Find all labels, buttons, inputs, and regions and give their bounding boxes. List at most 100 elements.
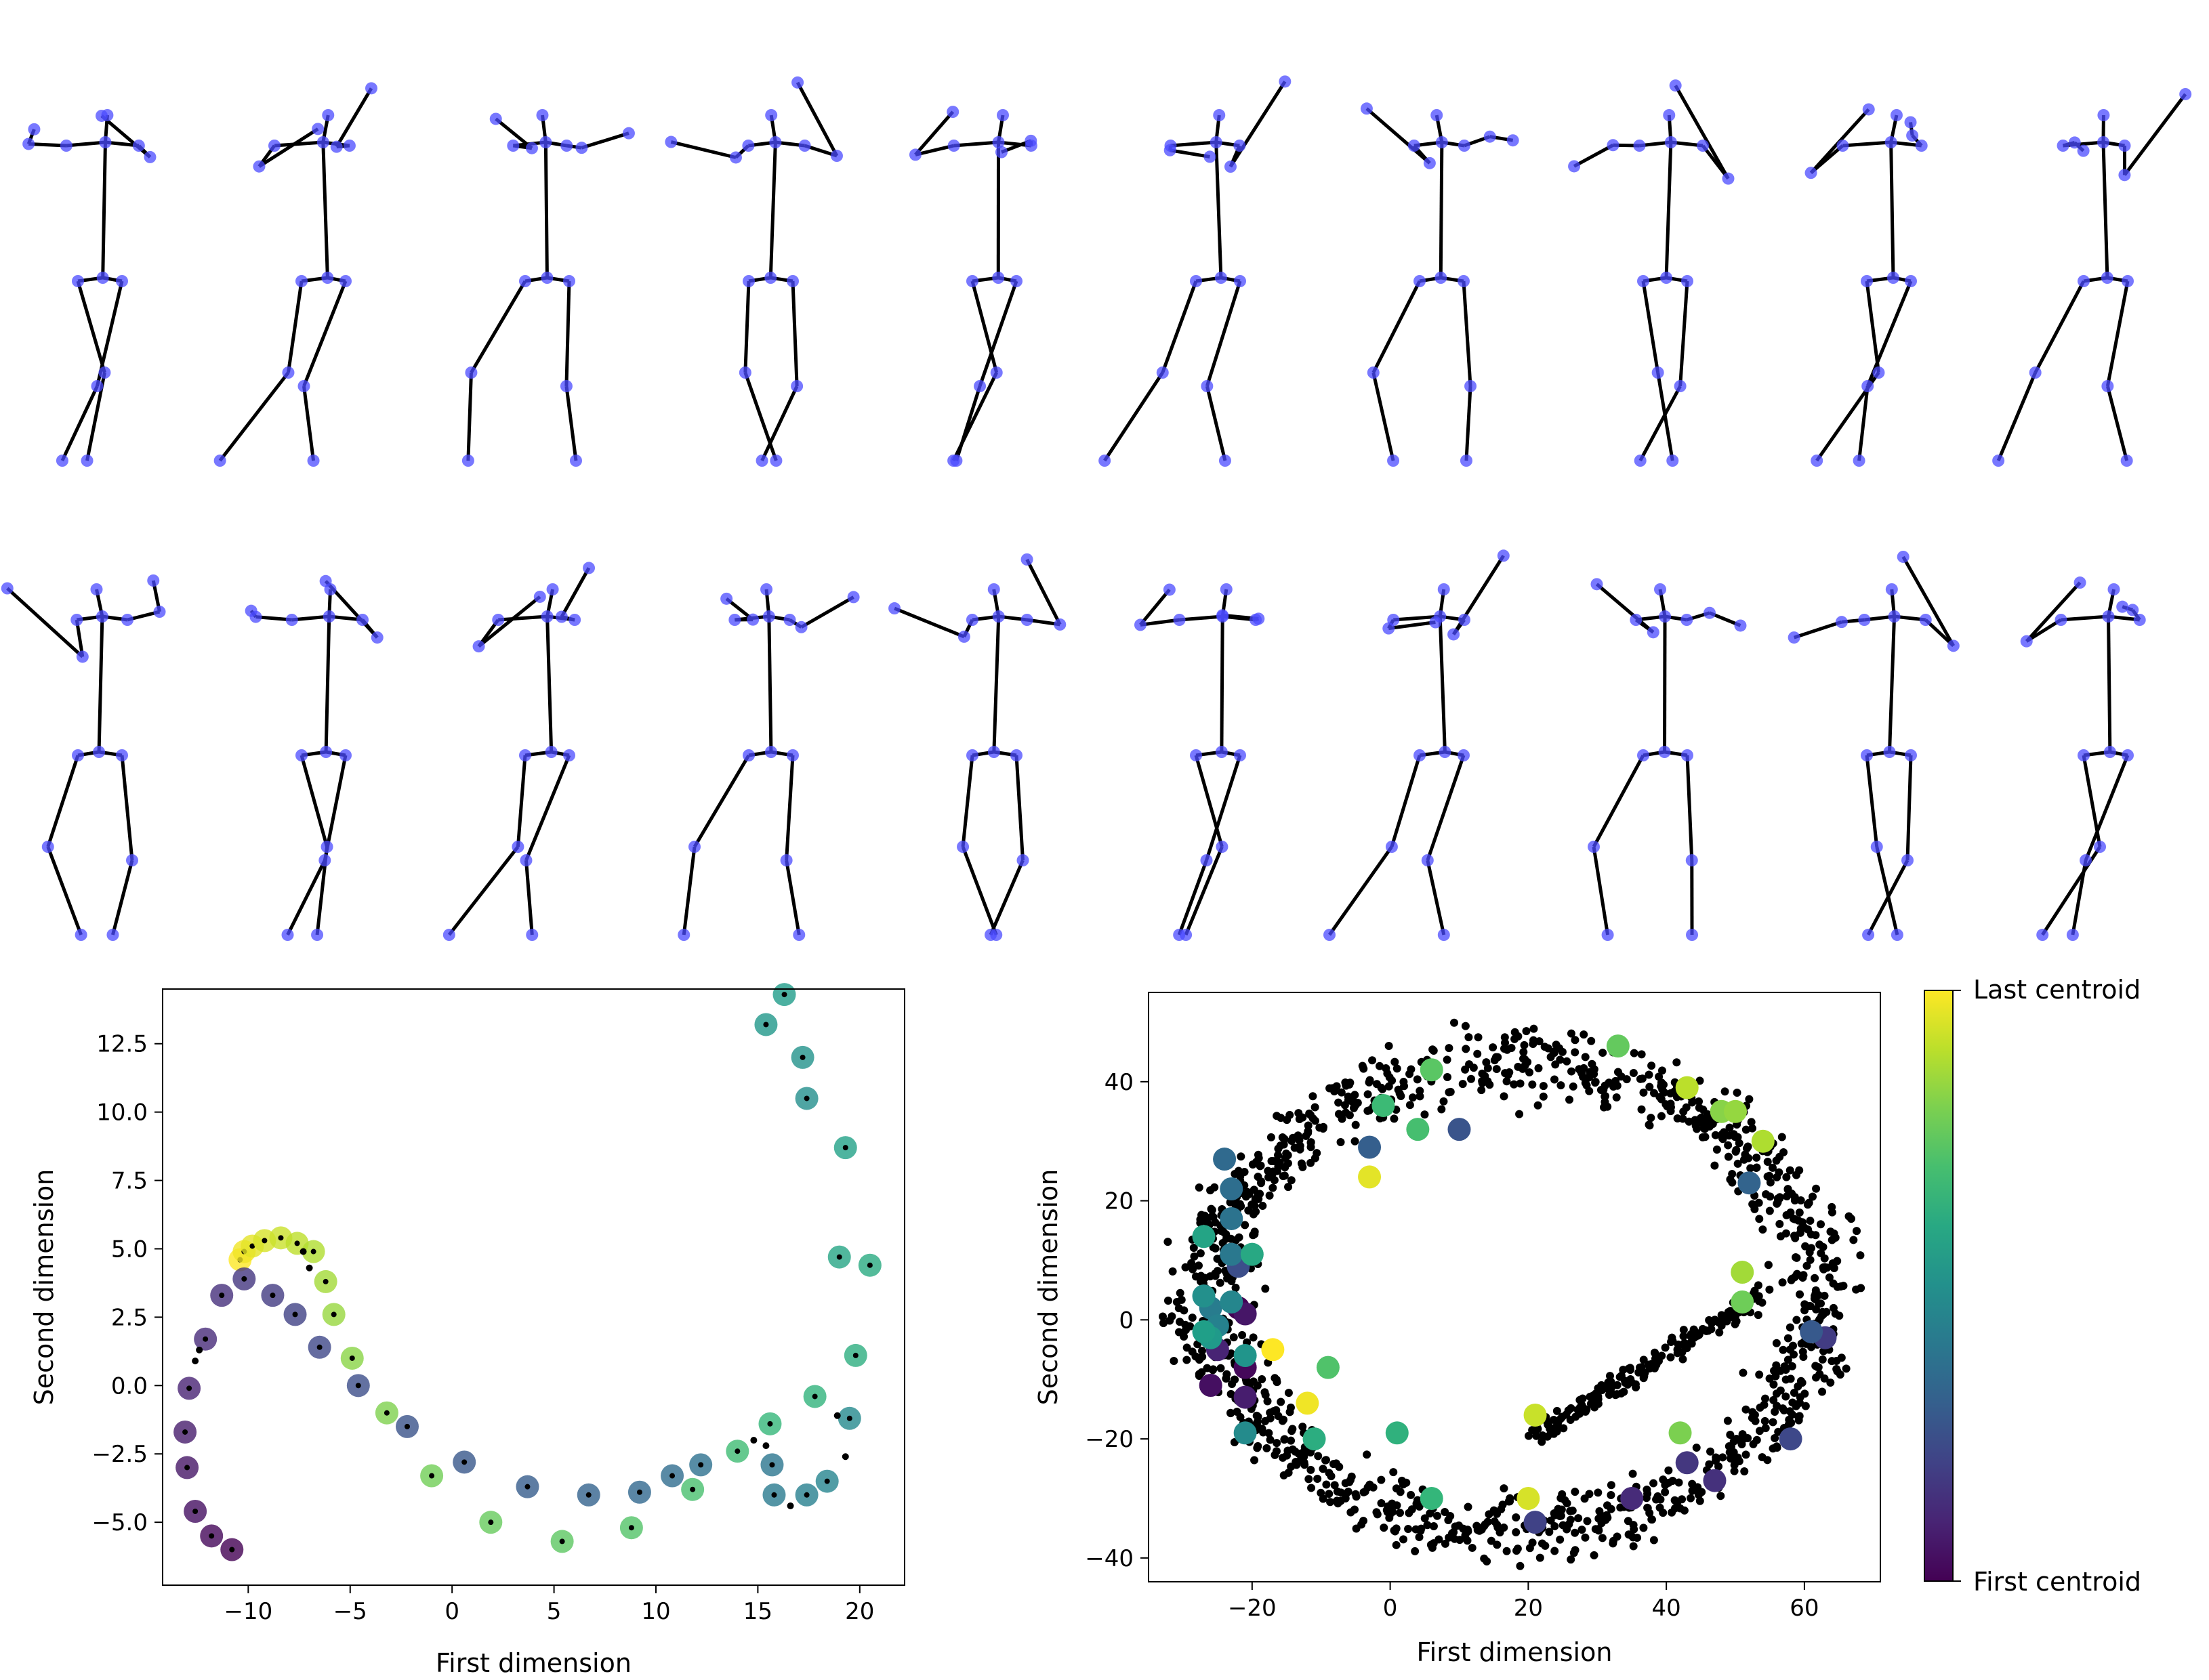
embedding-point bbox=[1782, 1173, 1791, 1181]
pose-joint bbox=[622, 127, 635, 140]
pose-bone bbox=[978, 280, 1018, 387]
embedding-point bbox=[1254, 1173, 1262, 1181]
embedding-point bbox=[1775, 1219, 1784, 1228]
embedding-point bbox=[1191, 1272, 1200, 1281]
embedding-point bbox=[1441, 1508, 1449, 1517]
embedding-point bbox=[1551, 1060, 1560, 1069]
embedding-point bbox=[1520, 1041, 1529, 1049]
embedding-point bbox=[1539, 1082, 1548, 1091]
pose-joint bbox=[1233, 140, 1246, 152]
pose-joint bbox=[992, 610, 1005, 623]
trajectory-point bbox=[669, 1473, 676, 1479]
embedding-point bbox=[1278, 1133, 1287, 1141]
embedding-point bbox=[1378, 1085, 1387, 1093]
embedding-point bbox=[1519, 1048, 1528, 1057]
embedding-point bbox=[1766, 1192, 1775, 1201]
embedding-point bbox=[1728, 1313, 1737, 1322]
x-tick-label: 5 bbox=[547, 1598, 562, 1625]
pose-joint bbox=[536, 109, 549, 121]
centroid-marker bbox=[1233, 1421, 1257, 1445]
embedding-point bbox=[1313, 1474, 1322, 1483]
embedding-point bbox=[1168, 1312, 1176, 1321]
embedding-scatter-chart: −20 0 20 40 60 −40 −20 0 20 40 First dimension Seco… bbox=[1033, 975, 2141, 1667]
embedding-point bbox=[1817, 1220, 1825, 1229]
pose-joint bbox=[1458, 749, 1470, 761]
embedding-point bbox=[1180, 1306, 1189, 1315]
pose-joint bbox=[1434, 272, 1447, 284]
embedding-point bbox=[1754, 1292, 1763, 1301]
embedding-point bbox=[1501, 1038, 1510, 1047]
embedding-point bbox=[1811, 1274, 1819, 1282]
pose-joint bbox=[2068, 136, 2081, 149]
embedding-point bbox=[1741, 1450, 1750, 1459]
embedding-point bbox=[1284, 1469, 1293, 1477]
pose-figure bbox=[461, 109, 635, 467]
pose-joint bbox=[1607, 139, 1619, 152]
embedding-point bbox=[1222, 1374, 1231, 1383]
embedding-point bbox=[1298, 1423, 1307, 1431]
embedding-point bbox=[1280, 1171, 1289, 1180]
embedding-point bbox=[1812, 1184, 1821, 1193]
embedding-point bbox=[1796, 1196, 1805, 1205]
embedding-point bbox=[1686, 1494, 1695, 1503]
pose-joint bbox=[966, 614, 978, 626]
pose-bone bbox=[2105, 385, 2129, 461]
pose-joint bbox=[2101, 380, 2114, 392]
embedding-point bbox=[1569, 1082, 1577, 1091]
embedding-point bbox=[1580, 1064, 1588, 1072]
embedding-point bbox=[1416, 1092, 1424, 1101]
pose-bone bbox=[258, 127, 319, 168]
embedding-point bbox=[1474, 1033, 1483, 1042]
pose-joint bbox=[2133, 614, 2146, 626]
pose-joint bbox=[1216, 609, 1229, 622]
embedding-point bbox=[1647, 1515, 1656, 1524]
pose-bone bbox=[302, 280, 348, 387]
embedding-point bbox=[1783, 1334, 1792, 1343]
embedding-point bbox=[1537, 1437, 1546, 1446]
pose-bone bbox=[1664, 142, 1673, 278]
embedding-point bbox=[1300, 1461, 1309, 1469]
embedding-point bbox=[1832, 1356, 1841, 1365]
embedding-point bbox=[1654, 1357, 1663, 1366]
pose-joint bbox=[1862, 929, 1875, 941]
pose-joint bbox=[1020, 553, 1033, 566]
centroid-marker bbox=[1675, 1076, 1699, 1099]
embedding-point bbox=[1464, 1503, 1472, 1511]
pose-joint bbox=[520, 854, 533, 866]
pose-joint bbox=[947, 106, 959, 119]
y-tick-label: 0.0 bbox=[111, 1372, 148, 1400]
embedding-point bbox=[1585, 1073, 1594, 1082]
pose-joint bbox=[297, 380, 310, 392]
pose-bone bbox=[1857, 385, 1870, 461]
pose-joint bbox=[1836, 140, 1849, 152]
y-tick-label: −5.0 bbox=[91, 1509, 148, 1536]
embedding-point bbox=[1814, 1363, 1823, 1372]
trajectory-point bbox=[294, 1240, 300, 1246]
embedding-point bbox=[1351, 1120, 1360, 1129]
pose-joint bbox=[762, 610, 775, 623]
embedding-point bbox=[1444, 1516, 1453, 1525]
pose-joint bbox=[2101, 272, 2113, 284]
embedding-point bbox=[1413, 1496, 1422, 1505]
embedding-point bbox=[1372, 1508, 1381, 1517]
embedding-point bbox=[1793, 1269, 1802, 1278]
embedding-point bbox=[1390, 1057, 1399, 1066]
pose-joint bbox=[1447, 628, 1460, 641]
pose-bone bbox=[545, 616, 554, 753]
pose-joint bbox=[1385, 841, 1398, 853]
embedding-point bbox=[1580, 1030, 1588, 1039]
embedding-point bbox=[1741, 1405, 1750, 1414]
trajectory-point bbox=[262, 1238, 268, 1244]
embedding-point bbox=[1571, 1048, 1580, 1057]
pose-bone bbox=[274, 140, 323, 148]
pose-joint bbox=[1156, 366, 1169, 379]
embedding-point bbox=[1716, 1492, 1725, 1500]
embedding-point bbox=[1264, 1173, 1273, 1181]
embedding-point bbox=[1695, 1097, 1704, 1106]
embedding-point bbox=[1552, 1041, 1561, 1049]
embedding-point bbox=[1769, 1418, 1777, 1427]
centroid-marker bbox=[1358, 1135, 1382, 1159]
embedding-point bbox=[1674, 1478, 1683, 1487]
pose-joint bbox=[1853, 455, 1865, 467]
embedding-point bbox=[1529, 1024, 1538, 1033]
